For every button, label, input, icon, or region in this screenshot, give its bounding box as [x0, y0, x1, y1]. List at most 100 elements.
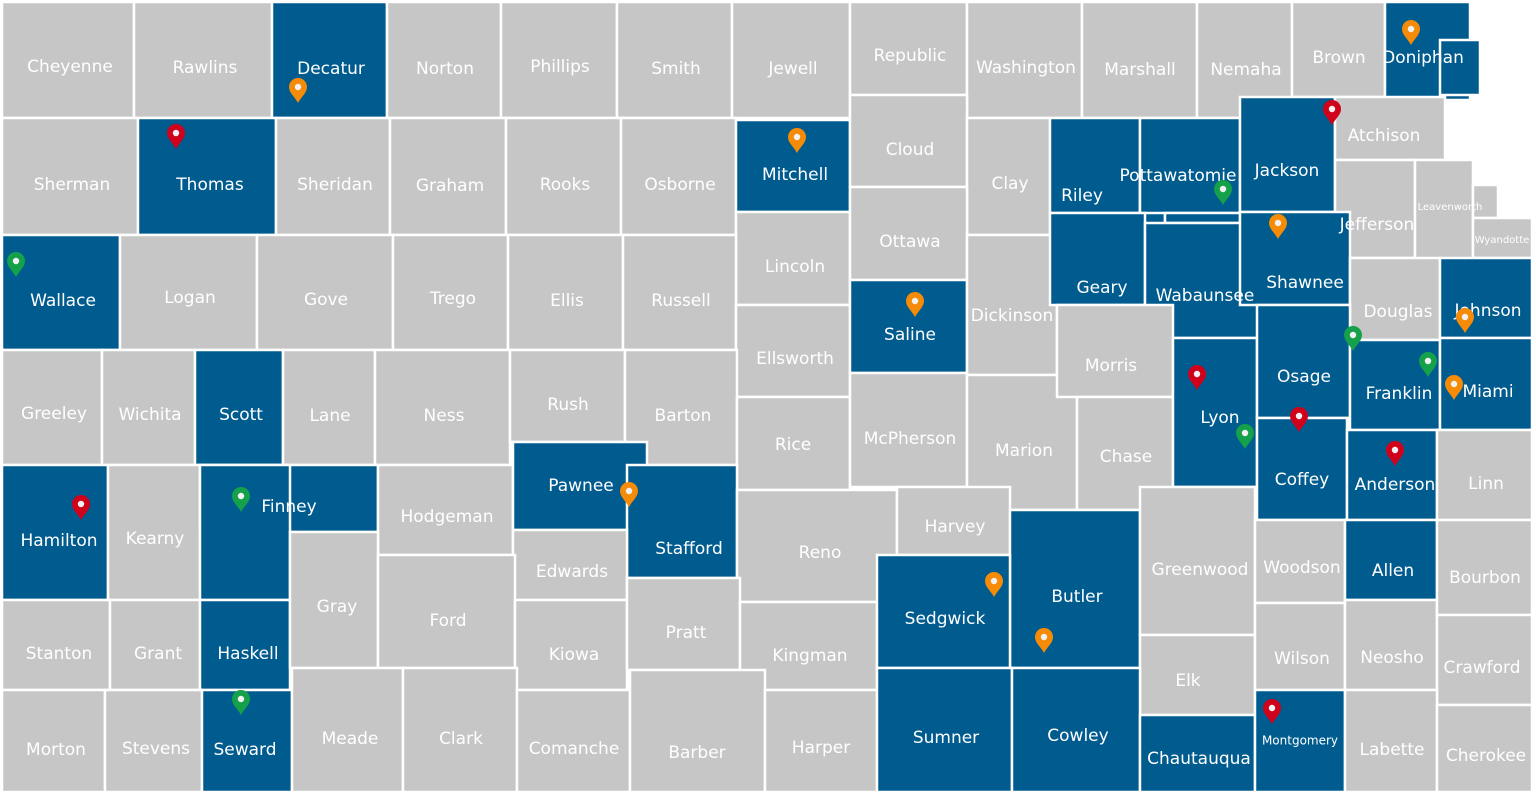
county-label: Saline [884, 325, 936, 345]
county-grant[interactable] [108, 598, 202, 692]
county-hamilton[interactable] [0, 463, 110, 602]
map-pin-icon-orange[interactable] [1035, 628, 1053, 653]
county-stanton[interactable] [0, 598, 112, 692]
county-cherokee[interactable] [1435, 703, 1534, 794]
county-label: Stanton [26, 644, 93, 664]
map-pin-icon-green[interactable] [1214, 180, 1232, 205]
county-cheyenne[interactable] [0, 0, 136, 120]
county-rush[interactable] [508, 348, 627, 444]
map-pin-icon-green[interactable] [7, 252, 25, 277]
map-pin-icon-orange[interactable] [1269, 214, 1287, 239]
county-label: Logan [164, 288, 216, 308]
county-wilson[interactable] [1253, 601, 1347, 692]
county-label: Sumner [913, 728, 979, 748]
county-ottawa[interactable] [848, 185, 969, 282]
county-coffey[interactable] [1255, 416, 1349, 522]
county-chautauqua[interactable] [1138, 713, 1257, 794]
county-stafford[interactable] [625, 463, 739, 580]
county-graham[interactable] [388, 116, 508, 237]
county-decatur[interactable] [270, 0, 389, 120]
county-lyon[interactable] [1171, 336, 1259, 489]
county-label: Stevens [122, 739, 190, 759]
county-trego[interactable] [391, 233, 510, 352]
county-republic[interactable] [848, 0, 969, 97]
county-label: Wichita [118, 405, 181, 425]
county-geary[interactable] [1048, 211, 1147, 307]
county-ford[interactable] [376, 553, 517, 670]
county-jackson[interactable] [1238, 95, 1337, 214]
map-pin-icon-orange[interactable] [985, 572, 1003, 597]
map-pin-icon-green[interactable] [1236, 424, 1254, 449]
county-dickinson[interactable] [965, 233, 1059, 377]
map-pin-icon-orange[interactable] [1402, 20, 1420, 45]
county-jewell[interactable] [730, 0, 852, 120]
county-label: Cherokee [1446, 746, 1526, 766]
map-pin-icon-red[interactable] [167, 124, 185, 149]
county-lincoln[interactable] [734, 210, 852, 307]
county-harvey[interactable] [895, 485, 1012, 557]
map-pin-icon-red[interactable] [72, 495, 90, 520]
map-pin-icon-red[interactable] [1188, 365, 1206, 390]
county-shawnee[interactable] [1238, 210, 1352, 307]
county-clay[interactable] [965, 116, 1052, 237]
county-label: Anderson [1355, 475, 1436, 495]
county-wichita[interactable] [100, 348, 197, 467]
county-shape [0, 463, 110, 602]
county-rooks[interactable] [504, 116, 623, 237]
county-shape [274, 116, 392, 237]
county-thomas[interactable] [136, 116, 278, 237]
county-douglas[interactable] [1348, 256, 1442, 342]
county-shape [100, 348, 197, 467]
county-marshall[interactable] [1080, 0, 1199, 120]
county-cowley[interactable] [1010, 666, 1142, 794]
map-pin-icon-green[interactable] [232, 690, 250, 715]
map-pin-icon-red[interactable] [1323, 100, 1341, 125]
county-sheridan[interactable] [274, 116, 392, 237]
map-pin-icon-green[interactable] [232, 487, 250, 512]
county-morris[interactable] [1055, 303, 1175, 399]
map-pin-icon-red[interactable] [1263, 699, 1281, 724]
county-osage[interactable] [1255, 303, 1352, 420]
county-edwards[interactable] [511, 528, 629, 602]
county-rice[interactable] [735, 395, 852, 492]
map-pin-icon-orange[interactable] [906, 292, 924, 317]
map-pin-icon-red[interactable] [1386, 441, 1404, 466]
county-neosho[interactable] [1343, 598, 1439, 692]
county-mcpherson[interactable] [848, 371, 969, 489]
map-pin-icon-orange[interactable] [1445, 375, 1463, 400]
map-pin-icon-green[interactable] [1419, 352, 1437, 377]
county-label: Douglas [1363, 302, 1432, 322]
county-clark[interactable] [401, 666, 519, 794]
county-morton[interactable] [0, 688, 107, 794]
map-pin-icon-orange[interactable] [620, 482, 638, 507]
county-smith[interactable] [615, 0, 734, 120]
county-cloud[interactable] [848, 93, 969, 189]
county-wyandotte[interactable] [1471, 216, 1534, 260]
county-gove[interactable] [255, 233, 395, 352]
county-label: Chase [1100, 447, 1152, 467]
county-gray[interactable] [288, 530, 380, 670]
county-label: McPherson [864, 429, 957, 449]
county-greenwood[interactable] [1138, 485, 1257, 637]
county-kiowa[interactable] [513, 598, 629, 692]
county-rawlins[interactable] [132, 0, 274, 120]
county-sumner[interactable] [875, 666, 1014, 794]
map-pin-icon-green[interactable] [1344, 326, 1362, 351]
map-pin-icon-orange[interactable] [289, 78, 307, 103]
map-pin-icon-orange[interactable] [788, 128, 806, 153]
county-label: Pottawatomie [1120, 166, 1237, 186]
county-johnson[interactable] [1438, 256, 1534, 340]
county-barber[interactable] [628, 668, 767, 794]
map-pin-icon-orange[interactable] [1456, 308, 1474, 333]
county-lane[interactable] [281, 348, 377, 467]
county-osborne[interactable] [619, 116, 738, 237]
county-allen[interactable] [1343, 518, 1439, 602]
county-hodgeman[interactable] [376, 463, 515, 557]
county-brown[interactable] [1290, 0, 1387, 99]
county-ellis[interactable] [506, 233, 625, 352]
county-label: Pratt [666, 623, 707, 643]
county-finney[interactable] [198, 463, 380, 602]
map-pin-icon-red[interactable] [1290, 407, 1308, 432]
county-sedgwick[interactable] [875, 553, 1012, 670]
county-russell[interactable] [621, 233, 738, 352]
